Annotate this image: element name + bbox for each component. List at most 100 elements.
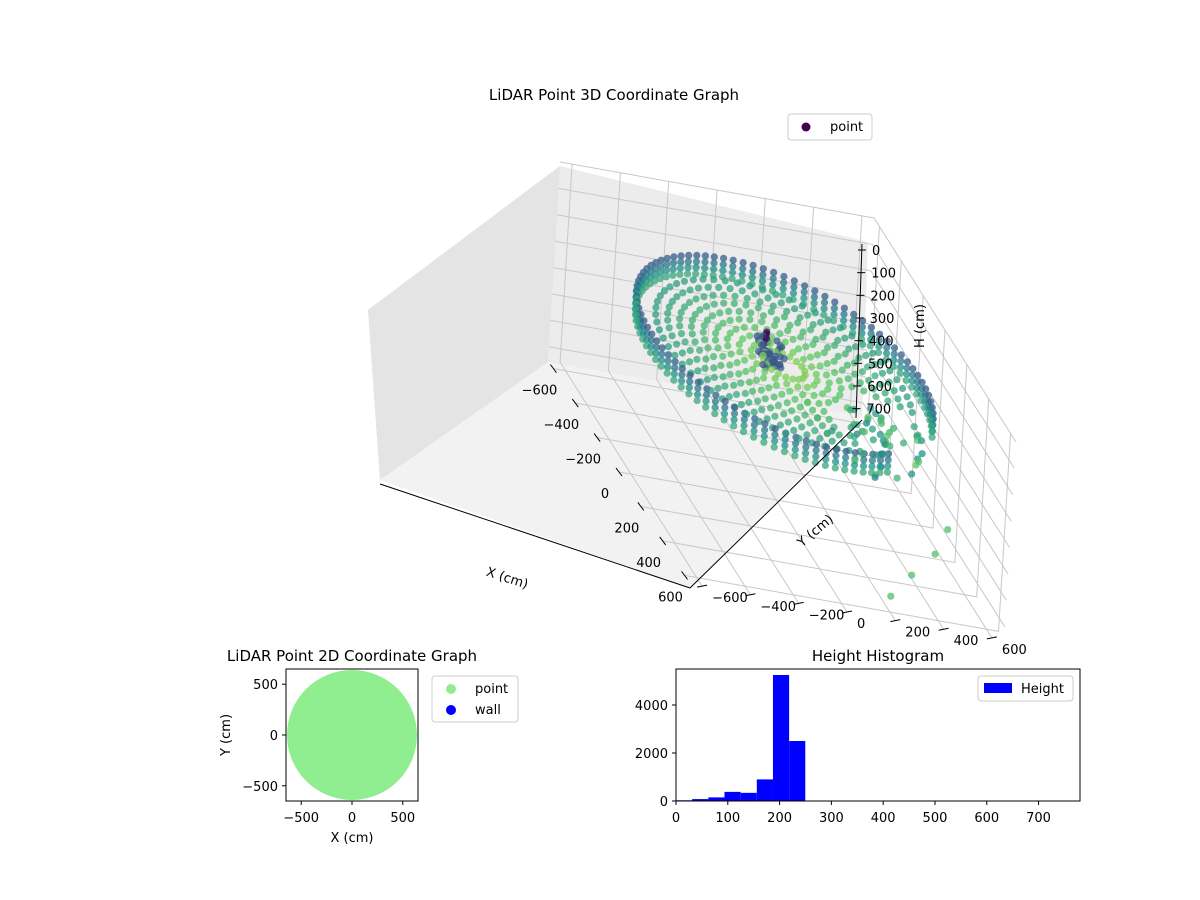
plot3d-point [772,290,780,299]
plot3d-point [725,307,733,315]
plot3d-point [896,369,904,377]
plot3d-point [811,427,819,435]
plot3d-point [801,455,809,463]
histogram-x-tick-label: 300 [819,811,844,826]
plot3d-point [778,390,786,398]
plot3d-point [678,377,686,385]
plot3d-point [714,344,722,352]
plot3d-point [832,445,841,453]
plot3d-point [711,336,720,344]
plot3d-point [899,384,907,392]
plot3d-point [771,321,779,330]
plot3d-point [883,343,891,351]
plot3d-x-tick-label: 400 [636,556,661,571]
plot3d-point [836,391,844,399]
plot3d-point [663,254,671,262]
plot3d-point [656,268,665,277]
plot3d-point [694,284,703,292]
plot3d-point [908,571,916,579]
plot3d-point [677,258,685,266]
plot3d-point [794,383,802,391]
plot3d-point [704,283,712,291]
plot3d-point [931,550,939,558]
plot3d-point [712,329,720,337]
plot3d-point [721,382,729,390]
plot3d-point [730,381,738,389]
plot3d-point [780,272,788,281]
plot3d-point [752,376,761,384]
plot3d-point [653,337,661,345]
plot3d-point [750,427,758,435]
plot3d-point [872,451,880,459]
plot3d-point [739,265,747,273]
plot3d-point [840,316,848,325]
histogram-y-tick-label: 4000 [635,699,668,714]
plot3d-point [802,443,810,451]
plot3d-point [714,324,722,332]
plot3d-legend: point [787,113,873,141]
plot3d-point [850,359,859,367]
plot3d-point [779,291,787,299]
plot3d-point [809,340,817,349]
plot3d-point [843,361,852,369]
plot3d-point [875,336,883,344]
plot3d-point [753,360,761,368]
plot3d-point [686,371,694,379]
plot3d-point [677,308,685,317]
plot3d-point [841,334,849,342]
plot3d-point [709,312,717,320]
plot3d-z-ticks: 0 100 200 300 400 500 600 700 [852,244,896,418]
plot3d-point [830,304,839,312]
plot3d-point [709,353,718,361]
plot3d-point [663,369,671,377]
plot3d-point [717,361,725,370]
histogram-x-tick-label: 400 [871,811,896,826]
plot3d-x-tick [659,536,667,546]
plot3d-point [903,364,911,372]
plot3d-point [710,265,718,273]
plot3d-point [754,304,762,312]
plot3d-point [647,336,656,344]
plot3d-point [747,346,755,354]
plot3d-y-tick-label: −200 [809,608,845,623]
plot3d-point [704,344,712,352]
plot3d-point [850,461,859,469]
plot3d-point [721,404,729,412]
plot3d-point [669,265,677,273]
plot3d-point [777,299,785,307]
plot3d-gridlines [548,161,1017,639]
plot3d-point [794,319,802,327]
plot3d-point [847,423,855,431]
plot3d-point [728,275,736,283]
plot3d-point [671,364,679,372]
plot3d-point [656,275,664,283]
plot3d-point [812,440,821,448]
plot3d-z-tick-label: 600 [867,380,892,395]
plot2d-y-ticks: 500 0 −500 [242,678,286,795]
plot3d-y-tick [890,619,901,623]
plot3d-point [664,316,672,324]
plot3d-point [750,421,759,429]
plot3d-point [694,384,702,392]
plot3d-point [788,407,796,415]
plot3d-point [856,379,864,387]
plot3d-point [671,358,679,366]
plot3d-point [733,359,741,367]
plot3d-point [664,343,673,351]
plot3d-y-ticks: −600 −400 −200 0 200 400 600 [696,584,1027,658]
plot3d-point [883,468,892,476]
plot3d-point [844,375,852,383]
plot3d-point [710,373,719,381]
plot3d-point [890,387,898,395]
grid-z-1 [558,187,1015,469]
plot3d-point [824,344,832,352]
plot3d-point [823,429,831,437]
plot3d-point [719,319,727,327]
plot3d-x-tick-label: −400 [543,418,579,433]
plot3d-point [701,252,710,260]
plot3d-point [737,379,745,387]
plot3d-point [871,372,879,380]
plot3d-point [837,384,845,393]
plot3d-point [701,264,709,272]
plot3d-point [780,448,789,456]
